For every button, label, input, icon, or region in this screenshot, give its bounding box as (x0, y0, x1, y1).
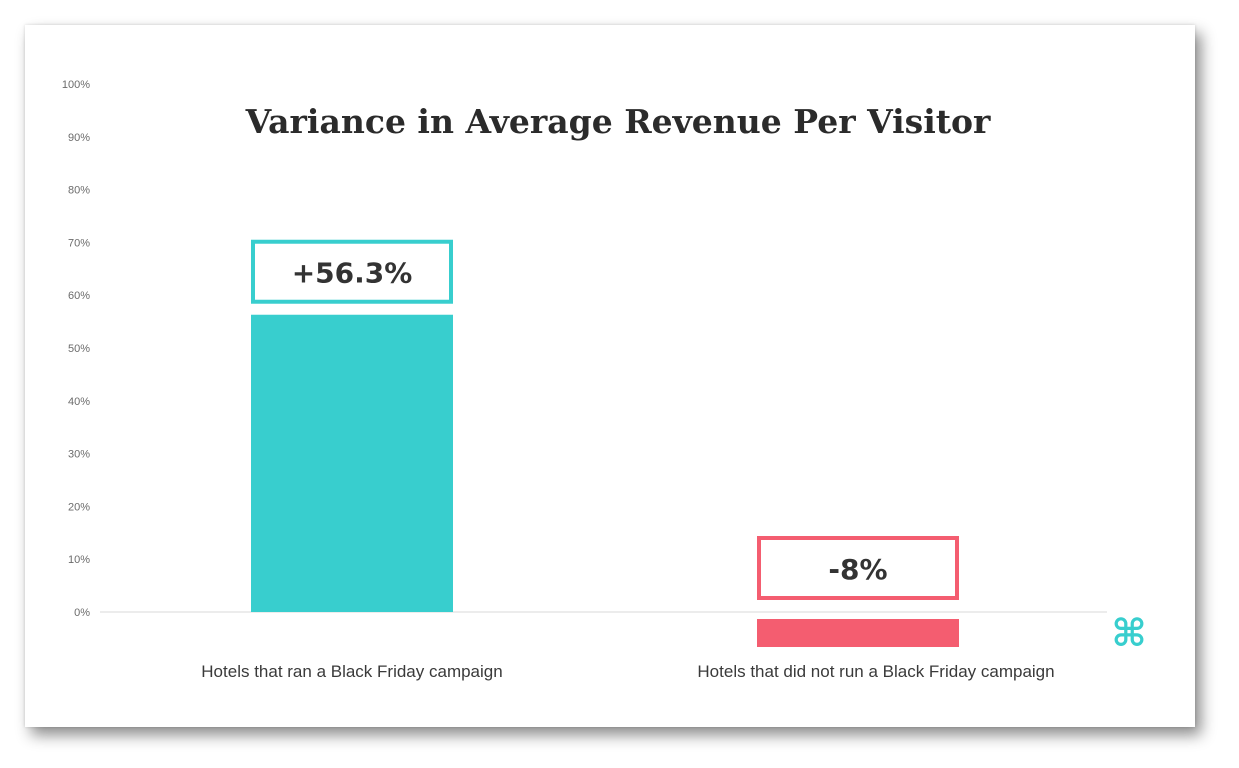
bars (251, 314, 959, 647)
category-label: Hotels that did not run a Black Friday c… (697, 662, 1054, 681)
data-label: -8% (828, 553, 887, 586)
y-tick-label: 0% (74, 607, 90, 619)
command-logo-icon: ⌘ (1111, 611, 1146, 655)
y-tick-label: 80% (68, 185, 90, 197)
y-tick-label: 90% (68, 132, 90, 144)
y-tick-label: 100% (62, 79, 90, 91)
y-tick-label: 40% (68, 396, 90, 408)
data-labels: +56.3% -8% (251, 239, 959, 600)
y-tick-label: 20% (68, 501, 90, 513)
bar (757, 619, 959, 647)
category-label: Hotels that ran a Black Friday campaign (201, 662, 502, 681)
data-label: +56.3% (292, 257, 413, 290)
y-tick-label: 60% (68, 290, 90, 302)
y-tick-label: 70% (68, 237, 90, 249)
data-label-box (757, 536, 959, 600)
y-axis: 0% 10% 20% 30% 40% 50% 60% 70% 80% 90% 100% (62, 79, 90, 619)
chart: Variance in Average Revenue Per Visitor … (62, 79, 1147, 681)
y-tick-label: 50% (68, 343, 90, 355)
y-tick-label: 30% (68, 449, 90, 461)
chart-card: Variance in Average Revenue Per Visitor … (25, 25, 1195, 727)
chart-title: Variance in Average Revenue Per Visitor (245, 102, 991, 141)
bar (251, 314, 453, 612)
y-tick-label: 10% (68, 554, 90, 566)
x-axis: Hotels that ran a Black Friday campaign H… (201, 662, 1054, 681)
data-label-box (251, 239, 453, 304)
